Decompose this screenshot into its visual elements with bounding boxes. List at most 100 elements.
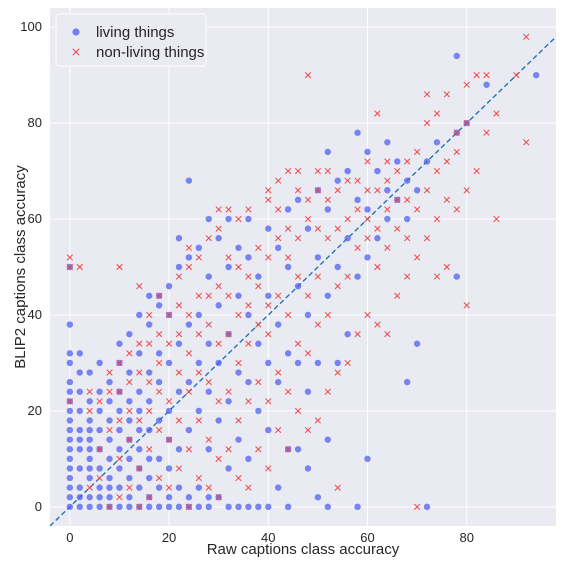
point-living	[344, 235, 351, 242]
point-nonliving	[235, 474, 242, 482]
point-nonliving	[205, 484, 212, 491]
point-living	[66, 503, 74, 511]
point-nonliving	[284, 225, 292, 232]
legend-box	[55, 13, 207, 67]
point-living	[165, 407, 173, 415]
point-living	[175, 484, 183, 491]
point-nonliving	[403, 196, 411, 204]
point-living	[294, 282, 302, 290]
point-nonliving	[493, 215, 500, 223]
point-living	[126, 455, 133, 463]
point-living	[66, 350, 74, 357]
point-living	[265, 225, 272, 232]
point-nonliving	[146, 494, 153, 501]
point-living	[453, 52, 460, 60]
point-living	[195, 311, 203, 319]
point-living	[354, 503, 361, 511]
legend-marker-nonliving	[72, 48, 80, 56]
point-nonliving	[86, 388, 93, 395]
point-nonliving	[294, 187, 302, 194]
point-nonliving	[453, 206, 460, 213]
point-living	[116, 465, 123, 472]
point-living	[384, 139, 391, 146]
x-tick-label: 20	[162, 530, 176, 545]
point-nonliving	[225, 292, 232, 299]
point-living	[245, 215, 252, 223]
point-nonliving	[245, 484, 252, 491]
point-living	[364, 254, 371, 261]
point-living	[235, 244, 242, 252]
point-nonliving	[374, 263, 381, 271]
point-living	[66, 465, 74, 472]
y-axis-ticks: 0 20 40 60 80 100	[20, 19, 42, 514]
point-living	[284, 263, 292, 271]
point-living	[96, 426, 103, 434]
point-living	[314, 254, 322, 261]
point-living	[116, 484, 123, 491]
point-nonliving	[423, 187, 431, 194]
point-living	[86, 503, 93, 511]
point-living	[354, 273, 361, 280]
point-living	[155, 302, 163, 309]
point-nonliving	[175, 330, 183, 338]
y-tick-label: 20	[28, 403, 42, 418]
point-nonliving	[205, 292, 212, 299]
point-nonliving	[304, 292, 312, 299]
point-nonliving	[195, 369, 203, 376]
point-living	[265, 292, 272, 299]
point-nonliving	[394, 196, 401, 204]
point-living	[165, 359, 173, 367]
point-nonliving	[146, 340, 153, 347]
point-living	[165, 282, 173, 290]
point-living	[314, 359, 322, 367]
point-living	[126, 503, 133, 511]
point-living	[205, 494, 212, 501]
point-living	[324, 436, 332, 443]
point-living	[86, 465, 93, 472]
point-living	[155, 503, 163, 511]
point-nonliving	[255, 244, 262, 252]
point-living	[76, 465, 83, 472]
point-nonliving	[314, 167, 322, 175]
point-nonliving	[106, 388, 113, 395]
point-nonliving	[165, 436, 173, 443]
point-living	[175, 503, 183, 511]
point-living	[175, 235, 183, 242]
point-living	[146, 292, 153, 299]
point-nonliving	[205, 235, 212, 242]
point-nonliving	[275, 206, 282, 213]
point-living	[255, 503, 262, 511]
point-nonliving	[225, 388, 232, 395]
point-living	[215, 417, 222, 424]
point-nonliving	[86, 484, 93, 491]
point-nonliving	[374, 187, 381, 194]
point-living	[255, 340, 262, 347]
point-nonliving	[443, 196, 451, 204]
y-tick-label: 40	[28, 307, 42, 322]
point-nonliving	[146, 407, 153, 415]
point-living	[116, 407, 123, 415]
point-living	[245, 311, 252, 319]
point-nonliving	[265, 254, 272, 261]
x-tick-label: 80	[459, 530, 473, 545]
point-living	[245, 503, 252, 511]
point-living	[384, 215, 391, 223]
point-nonliving	[275, 235, 282, 242]
point-living	[532, 71, 540, 79]
point-nonliving	[384, 177, 391, 184]
point-nonliving	[106, 503, 113, 511]
point-living	[96, 503, 103, 511]
point-nonliving	[364, 311, 371, 319]
point-nonliving	[304, 71, 312, 79]
point-nonliving	[423, 235, 431, 242]
point-living	[76, 446, 83, 453]
point-nonliving	[294, 340, 302, 347]
point-nonliving	[165, 340, 173, 347]
point-living	[66, 474, 74, 482]
point-nonliving	[136, 369, 143, 376]
point-nonliving	[265, 196, 272, 204]
point-living	[364, 148, 371, 156]
point-living	[165, 503, 173, 511]
point-nonliving	[185, 388, 193, 395]
point-living	[205, 273, 212, 280]
